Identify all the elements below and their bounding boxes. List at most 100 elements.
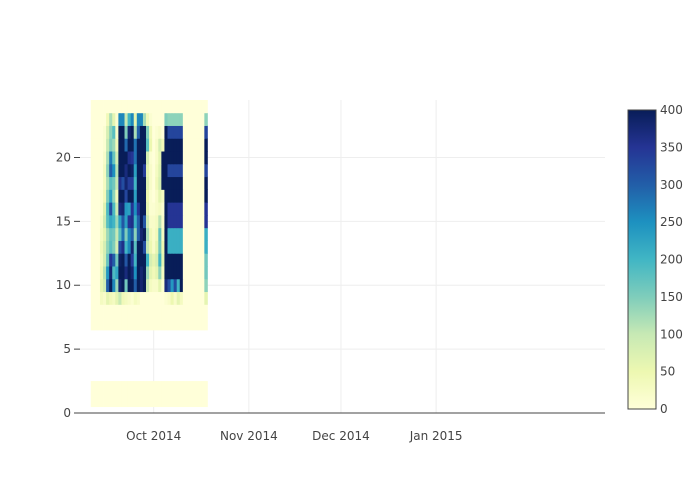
- heatmap-cell: [127, 151, 132, 165]
- heatmap-cell: [188, 253, 193, 267]
- heatmap-cell: [173, 393, 178, 408]
- heatmap-cell: [201, 381, 205, 395]
- heatmap-cell: [155, 291, 159, 305]
- heatmap-cell: [198, 176, 202, 190]
- heatmap-cell: [99, 278, 104, 293]
- heatmap-cell: [201, 138, 205, 152]
- heatmap-cell: [155, 112, 159, 126]
- heatmap-cell: [142, 278, 147, 293]
- heatmap-cell: [96, 227, 101, 241]
- heatmap-cell: [167, 253, 171, 267]
- heatmap-cell: [164, 278, 168, 293]
- heatmap-cell: [115, 176, 119, 190]
- heatmap-cell: [142, 163, 147, 178]
- heatmap-cell: [173, 266, 178, 280]
- heatmap-cell: [164, 214, 168, 229]
- heatmap-cell: [185, 214, 190, 229]
- y-tick-label: 10: [56, 278, 71, 292]
- heatmap-cell: [124, 125, 128, 139]
- heatmap-cell: [106, 240, 110, 254]
- heatmap-cell: [192, 227, 196, 241]
- heatmap-cell: [167, 227, 171, 241]
- heatmap-cell: [182, 214, 187, 229]
- heatmap-cell: [158, 393, 162, 408]
- heatmap-cell: [185, 253, 190, 267]
- heatmap-cell: [139, 291, 144, 305]
- heatmap-cell: [161, 240, 165, 254]
- heatmap-cell: [127, 112, 132, 126]
- heatmap-cell: [152, 291, 156, 305]
- heatmap-cell: [139, 393, 144, 408]
- heatmap-cell: [167, 278, 171, 293]
- heatmap-cell: [149, 291, 153, 305]
- heatmap-cell: [130, 138, 135, 152]
- heatmap-cell: [133, 381, 138, 395]
- heatmap-cell: [146, 189, 150, 203]
- heatmap-cell: [127, 227, 132, 241]
- heatmap-cell: [179, 278, 184, 293]
- heatmap-cell: [142, 176, 147, 190]
- heatmap-cell: [155, 151, 159, 165]
- heatmap-cell: [130, 278, 135, 293]
- heatmap-cell: [127, 189, 132, 203]
- heatmap-cell: [133, 227, 138, 241]
- heatmap-cell: [96, 317, 101, 331]
- heatmap-cell: [103, 112, 107, 126]
- heatmap-cell: [182, 176, 187, 190]
- heatmap-cell: [133, 202, 138, 216]
- heatmap-cell: [93, 266, 98, 280]
- heatmap-cell: [201, 214, 205, 229]
- heatmap-cell: [170, 214, 175, 229]
- colorbar-tick-label: 350: [660, 140, 683, 154]
- heatmap-cell: [139, 278, 144, 293]
- heatmap-cell: [158, 291, 162, 305]
- heatmap-cell: [112, 317, 116, 331]
- heatmap-cell: [142, 151, 147, 165]
- heatmap-cell: [136, 151, 141, 165]
- x-tick-label: Dec 2014: [312, 429, 370, 443]
- heatmap-cell: [164, 266, 168, 280]
- heatmap-cell: [176, 214, 181, 229]
- heatmap-cell: [185, 240, 190, 254]
- heatmap-cell: [192, 214, 196, 229]
- x-tick-label: Oct 2014: [126, 429, 181, 443]
- heatmap-cell: [93, 112, 98, 126]
- heatmap-cell: [99, 393, 104, 408]
- heatmap-cell: [127, 381, 132, 395]
- heatmap-cell: [112, 125, 116, 139]
- heatmap-cell: [139, 227, 144, 241]
- heatmap-cell: [124, 393, 128, 408]
- heatmap-cell: [170, 176, 175, 190]
- heatmap-cell: [188, 125, 193, 139]
- heatmap-cell: [185, 125, 190, 139]
- heatmap-cell: [170, 163, 175, 178]
- heatmap-cell: [149, 163, 153, 178]
- heatmap-cell: [103, 278, 107, 293]
- heatmap-cell: [198, 317, 202, 331]
- heatmap-cell: [201, 304, 205, 318]
- heatmap-cell: [167, 304, 171, 318]
- heatmap-cell: [188, 317, 193, 331]
- heatmap-cell: [118, 125, 122, 139]
- heatmap-cell: [161, 304, 165, 318]
- heatmap-cell: [96, 393, 101, 408]
- heatmap-cell: [106, 317, 110, 331]
- heatmap-cell: [179, 112, 184, 126]
- heatmap-cell: [106, 202, 110, 216]
- heatmap-cell: [115, 240, 119, 254]
- heatmap-cell: [118, 304, 122, 318]
- heatmap-cell: [149, 202, 153, 216]
- heatmap-cell: [167, 189, 171, 203]
- heatmap-cell: [130, 125, 135, 139]
- heatmap-cell: [99, 202, 104, 216]
- heatmap-cell: [115, 202, 119, 216]
- heatmap-cell: [90, 291, 95, 305]
- heatmap-cell: [167, 100, 171, 114]
- heatmap-cell: [121, 112, 125, 126]
- heatmap-cell: [130, 253, 135, 267]
- heatmap-cell: [195, 266, 199, 280]
- heatmap-cell: [106, 100, 110, 114]
- heatmap-cell: [161, 278, 165, 293]
- heatmap-cell: [127, 253, 132, 267]
- heatmap-cell: [109, 393, 113, 408]
